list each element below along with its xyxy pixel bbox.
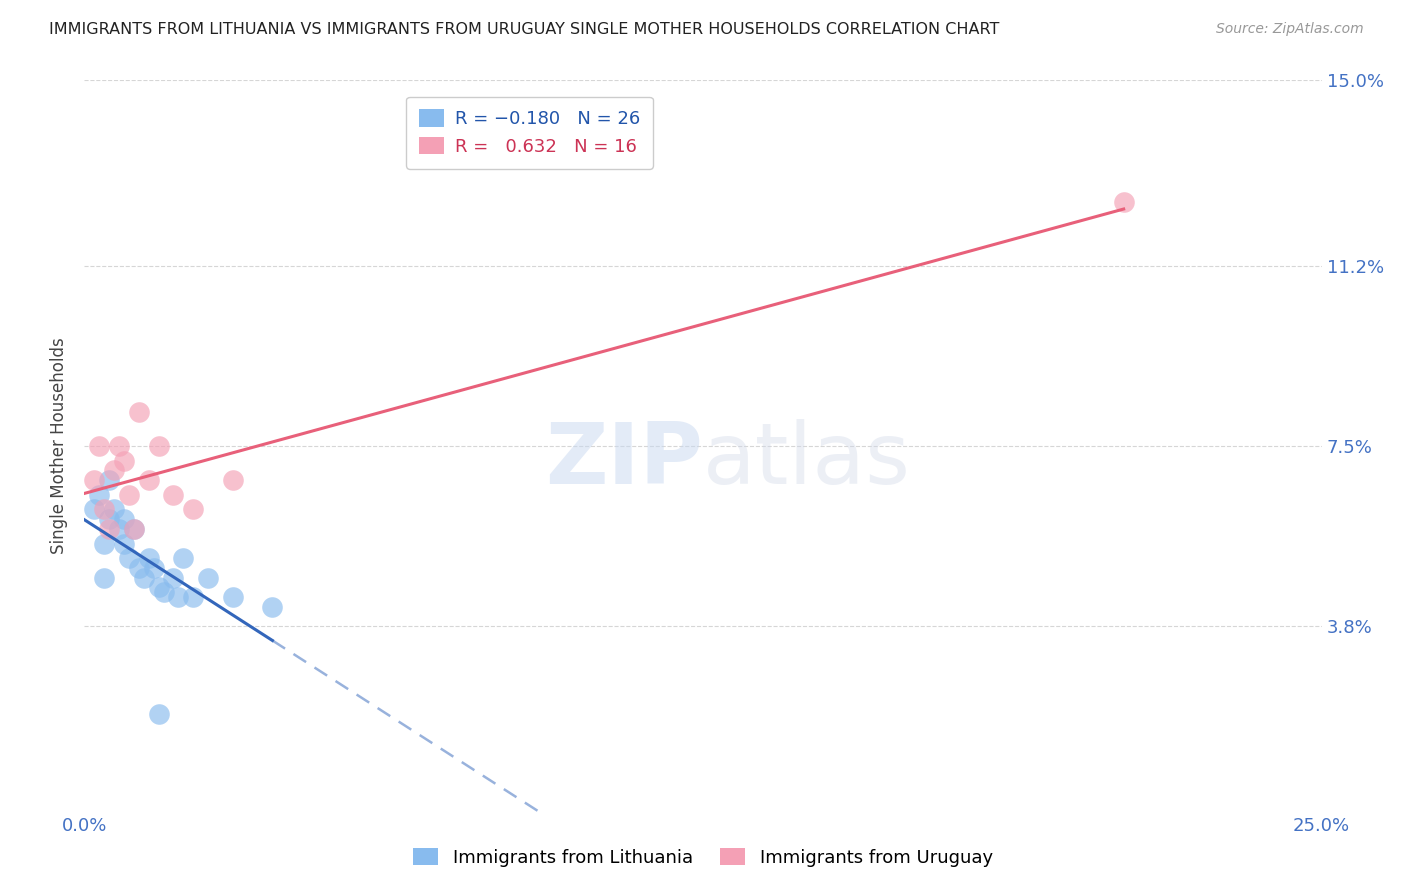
- Text: IMMIGRANTS FROM LITHUANIA VS IMMIGRANTS FROM URUGUAY SINGLE MOTHER HOUSEHOLDS CO: IMMIGRANTS FROM LITHUANIA VS IMMIGRANTS …: [49, 22, 1000, 37]
- Point: [1112, 195, 1135, 210]
- Point: [172, 551, 194, 566]
- Point: [162, 488, 184, 502]
- Point: [89, 439, 111, 453]
- Point: [132, 571, 155, 585]
- Point: [222, 590, 245, 604]
- Point: [108, 522, 131, 536]
- Point: [98, 522, 121, 536]
- Point: [148, 581, 170, 595]
- Point: [112, 453, 135, 467]
- Point: [148, 439, 170, 453]
- Point: [148, 707, 170, 722]
- Point: [122, 522, 145, 536]
- Point: [89, 488, 111, 502]
- Point: [181, 590, 204, 604]
- Point: [118, 551, 141, 566]
- Point: [152, 585, 174, 599]
- Point: [112, 512, 135, 526]
- Y-axis label: Single Mother Households: Single Mother Households: [51, 338, 69, 554]
- Point: [98, 512, 121, 526]
- Point: [83, 473, 105, 487]
- Point: [103, 502, 125, 516]
- Point: [138, 551, 160, 566]
- Point: [93, 536, 115, 550]
- Point: [108, 439, 131, 453]
- Point: [118, 488, 141, 502]
- Point: [197, 571, 219, 585]
- Point: [181, 502, 204, 516]
- Point: [112, 536, 135, 550]
- Point: [167, 590, 190, 604]
- Text: Source: ZipAtlas.com: Source: ZipAtlas.com: [1216, 22, 1364, 37]
- Text: ZIP: ZIP: [546, 419, 703, 502]
- Legend: Immigrants from Lithuania, Immigrants from Uruguay: Immigrants from Lithuania, Immigrants fr…: [406, 841, 1000, 874]
- Point: [83, 502, 105, 516]
- Point: [93, 502, 115, 516]
- Point: [222, 473, 245, 487]
- Point: [128, 561, 150, 575]
- Point: [122, 522, 145, 536]
- Point: [128, 405, 150, 419]
- Legend: R = −0.180   N = 26, R =   0.632   N = 16: R = −0.180 N = 26, R = 0.632 N = 16: [406, 96, 654, 169]
- Point: [138, 473, 160, 487]
- Point: [93, 571, 115, 585]
- Text: atlas: atlas: [703, 419, 911, 502]
- Point: [162, 571, 184, 585]
- Point: [262, 599, 284, 614]
- Point: [103, 463, 125, 477]
- Point: [98, 473, 121, 487]
- Point: [142, 561, 165, 575]
